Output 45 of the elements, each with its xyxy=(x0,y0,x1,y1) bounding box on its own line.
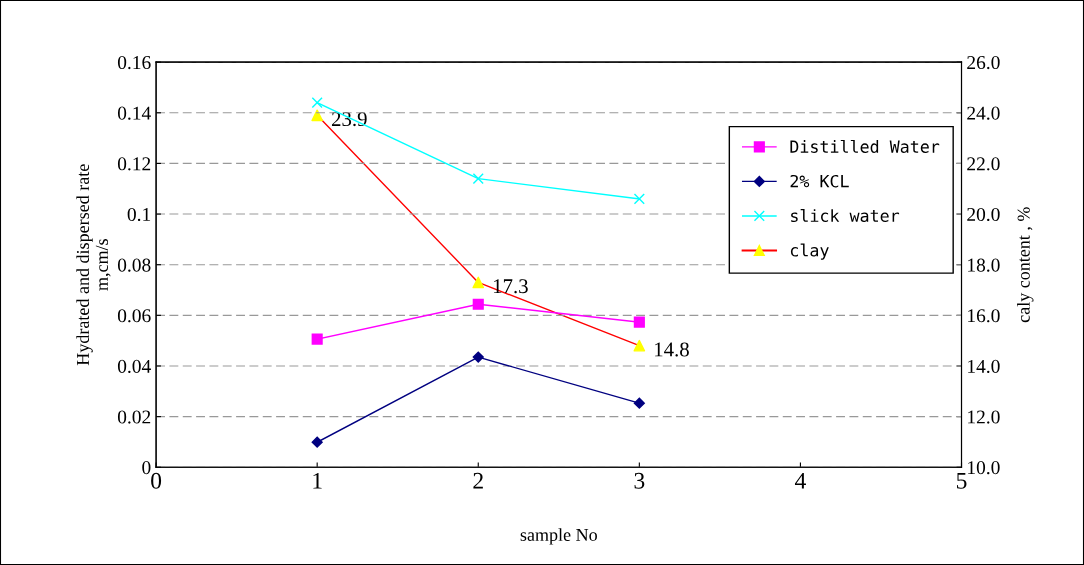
point xyxy=(472,298,484,310)
x-axis-title: sample No xyxy=(520,528,597,545)
y-tick-label: 0.14 xyxy=(117,106,151,120)
point xyxy=(633,339,646,352)
point xyxy=(311,333,323,345)
y2-tick-label: 26.0 xyxy=(967,55,1000,70)
x-tick-label: 0 xyxy=(151,472,162,489)
point xyxy=(311,109,324,122)
y2-tick-label: 18.0 xyxy=(968,258,1000,272)
point xyxy=(472,173,484,185)
y2-tick-label: 22.0 xyxy=(967,157,1000,171)
x-tick-label: 4 xyxy=(794,472,806,489)
legend-label: slick water xyxy=(791,209,900,223)
y-tick-label: 0.08 xyxy=(117,258,151,272)
point xyxy=(633,193,645,205)
y-tick-label: 0.16 xyxy=(117,55,151,70)
y2-tick-label: 16.0 xyxy=(968,309,1000,323)
legend-label: Distilled Water xyxy=(790,139,940,153)
y-tick-label: 0 xyxy=(142,461,151,475)
y-tick-label: 0.12 xyxy=(117,157,151,171)
point xyxy=(472,351,484,363)
x-tick-label: 1 xyxy=(313,472,322,489)
data-label: 17.3 xyxy=(493,279,528,294)
x-tick-label: 2 xyxy=(473,472,483,489)
y2-tick-label: 12.0 xyxy=(968,410,1000,424)
data-label: 14.8 xyxy=(655,342,689,357)
point xyxy=(472,276,485,289)
legend-label: clay xyxy=(790,243,829,260)
y2-tick-label: 20.0 xyxy=(967,207,1000,222)
legend-label: 2% KCL xyxy=(790,174,849,188)
y-tick-label: 0.1 xyxy=(127,207,151,222)
y-tick-label: 0.02 xyxy=(117,410,151,424)
y-tick-label: 0.04 xyxy=(117,359,151,373)
point xyxy=(633,316,645,328)
y-tick-label: 0.06 xyxy=(117,309,151,323)
point xyxy=(311,436,323,448)
point xyxy=(633,397,645,409)
x-tick-label: 5 xyxy=(956,473,967,489)
y2-tick-label: 14.0 xyxy=(968,359,1000,373)
point xyxy=(311,97,323,109)
y-axis-title: Hydrated and dispersed rate m,cm/s xyxy=(76,164,111,366)
y2-axis-title: caly content , % xyxy=(1017,207,1034,323)
y2-tick-label: 10.0 xyxy=(968,461,1000,475)
x-tick-label: 3 xyxy=(634,472,645,489)
y2-tick-label: 24.0 xyxy=(967,106,1000,120)
